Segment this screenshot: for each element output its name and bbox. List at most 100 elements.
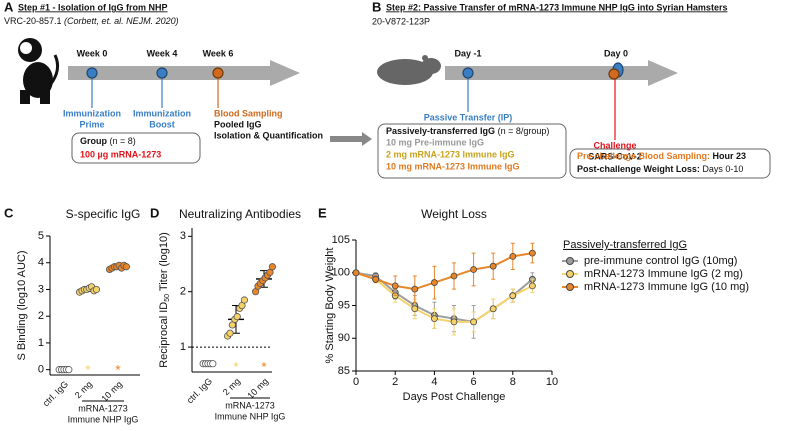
event-label: Boost [149,119,175,129]
data-point [450,272,458,280]
data-point [430,315,438,323]
panel-subtitle: VRC-20-857.1 (Corbett, et. al. NEJM. 202… [4,16,179,26]
x-tick-label: 2 [392,376,398,388]
legend-marker [566,270,574,278]
series-line [355,252,533,291]
panel-letter: E [318,205,327,220]
data-point [430,279,438,286]
event-label: Prime [79,119,104,129]
chart-title: Neutralizing Antibodies [179,207,301,221]
data-point [529,282,536,290]
legend-marker [566,283,574,291]
box-text: Pre-challenge Blood Sampling: [577,151,710,161]
data-point [411,305,419,313]
id: VRC-20-857.1 [4,16,62,26]
y-tick-label: 90 [338,332,350,344]
data-point [470,266,478,273]
x-tick-label: 10 mg [245,376,270,401]
x-tick-label: 2 mg [73,379,94,400]
event-stems [462,62,624,140]
y-axis-label: Reciprocal ID50 Titer (log10) [158,232,171,368]
chart-title: Weight Loss [421,207,487,221]
x-tick-label: 8 [510,376,516,388]
data-point [489,305,497,313]
x-tick-label: 0 [353,376,359,388]
groups-box [377,123,567,179]
group-label: mRNA-1273 [225,400,275,410]
event-label: Immunization [63,108,121,118]
group-label: Immune NHP IgG [215,411,286,421]
x-tick-label: ctrl. IgG [185,376,214,405]
x-tick-label: 10 mg [99,379,124,404]
data-point [122,263,131,271]
y-axis-label-part: Reciprocal ID [158,302,170,368]
data-point [372,275,380,283]
panel-letter: D [150,205,159,220]
box-line: Passively-transferred IgG (n = 8/group) [386,126,549,136]
y-axis-label: S Binding (log10 AUC) [16,250,28,360]
panel-letter: C [4,205,14,220]
connector-arrow [330,132,372,146]
group-label: mRNA-1273 [78,403,128,413]
legend-entry: mRNA-1273 Immune IgG (2 mg) [584,268,743,280]
y-tick-label: 100 [332,267,350,279]
data-point [352,269,360,277]
significance: * [115,362,121,378]
timeline-arrow [445,60,678,86]
significance: * [233,359,239,375]
legend-entry: mRNA-1273 Immune IgG (10 mg) [584,281,749,293]
box-text: Days 0-10 [702,164,743,174]
legend-marker [566,257,574,265]
event-label: SARS-CoV-2 [588,151,642,161]
data-point [509,292,517,300]
y-tick-label: 85 [338,365,350,377]
box-text: Hour 23 [713,151,747,161]
event-label: Pooled IgG [214,119,262,129]
significance: * [85,362,91,378]
y-tick-label: 3 [180,230,186,242]
timepoint: Week 4 [147,48,178,58]
monkey-icon [18,38,60,104]
box-text: Group [80,136,107,146]
y-tick-label: 105 [332,234,350,246]
data-point [509,252,517,260]
box-line: 2 mg mRNA-1273 Immune IgG [386,149,515,159]
timepoint: Week 0 [77,48,108,58]
y-tick-label: 0 [38,364,44,376]
legend-title: Passively-transferred IgG [563,239,687,251]
y-tick-label: 1 [38,337,44,349]
event-label: Passive Transfer (IP) [424,112,513,122]
data-point [268,263,276,271]
data-point [450,318,458,326]
y-tick-label: 95 [338,299,350,311]
event-label: Blood Sampling [214,108,283,118]
y-axis-label: % Starting Body Weight [324,248,336,364]
event-stems [86,67,224,108]
y-tick-label: 3 [38,283,44,295]
panel-letter: B [372,0,381,14]
data-point [65,366,73,374]
citation: (Corbett, et. al. NEJM. 2020) [64,16,179,26]
data-point [92,285,101,294]
y-tick-label: 2 [180,286,186,298]
y-tick-label: 4 [38,257,44,269]
box-line: Pre-challenge Blood Sampling: Hour 23 [577,151,746,161]
x-tick-label: 2 mg [221,376,242,397]
box-line: 100 µg mRNA-1273 [80,149,161,159]
series-line [355,271,533,323]
data-point [470,318,478,326]
data-point [233,313,241,321]
box-text: (n = 8) [110,136,136,146]
data-point [209,360,217,368]
box-text: Passively-transferred IgG [386,126,495,136]
timepoint: Day -1 [454,48,481,58]
data-point [529,249,536,257]
data-point [226,329,234,337]
data-point [489,262,497,270]
chart-title: S-specific IgG [66,207,141,221]
x-tick-label: 10 [546,376,558,388]
y-axis-label-part: 50 [164,294,171,302]
x-tick-label: ctrl. IgG [41,379,70,408]
panel-subtitle: 20-V872-123P [372,16,430,26]
